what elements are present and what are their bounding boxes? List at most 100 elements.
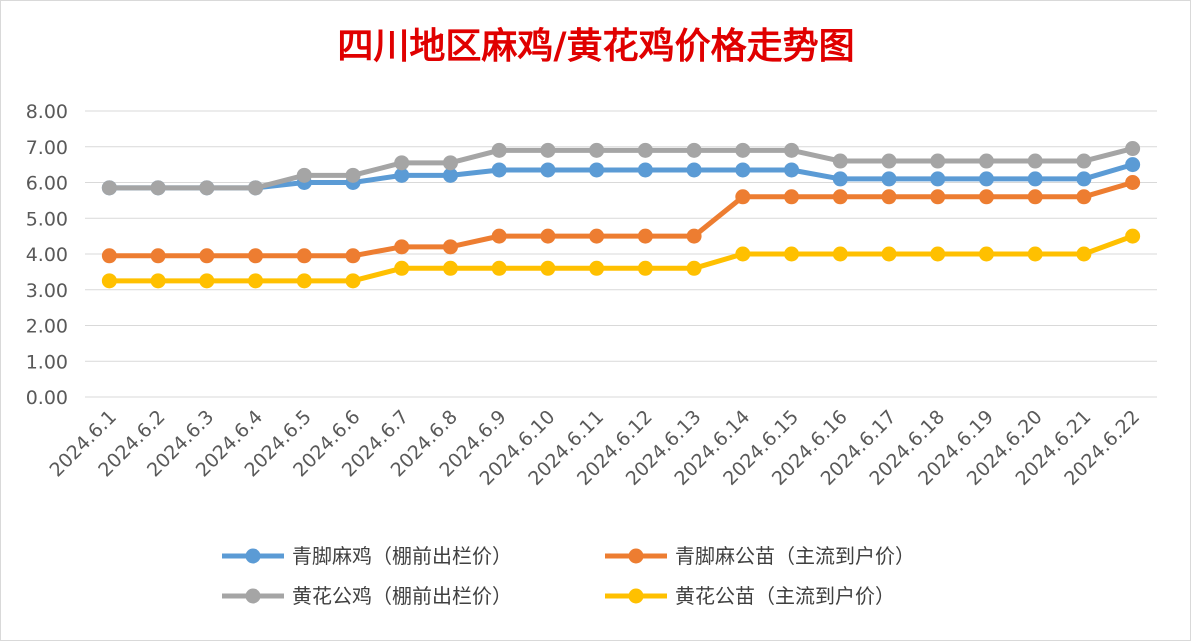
legend-item: 黄花公鸡（棚前出栏价） bbox=[222, 584, 512, 608]
data-point bbox=[296, 167, 312, 183]
data-point bbox=[735, 162, 751, 178]
data-point bbox=[881, 246, 897, 262]
data-point bbox=[248, 248, 264, 264]
data-point bbox=[1125, 175, 1141, 190]
data-point bbox=[394, 260, 410, 276]
data-point bbox=[1027, 171, 1043, 187]
data-point bbox=[978, 171, 994, 187]
data-point bbox=[442, 260, 458, 276]
chart-title: 四川地区麻鸡/黄花鸡价格走势图 bbox=[337, 25, 854, 67]
data-point bbox=[589, 142, 605, 158]
series-line bbox=[106, 146, 1136, 191]
data-point bbox=[784, 246, 800, 262]
data-point bbox=[1076, 153, 1092, 169]
data-point bbox=[150, 180, 166, 196]
data-point bbox=[248, 273, 264, 289]
data-point bbox=[637, 142, 653, 158]
data-point bbox=[686, 142, 702, 158]
data-point bbox=[150, 248, 166, 264]
data-point bbox=[930, 153, 946, 169]
y-tick-label: 2.00 bbox=[26, 316, 68, 338]
data-point bbox=[491, 228, 507, 244]
data-point bbox=[1076, 189, 1092, 205]
legend-item: 黄花公苗（主流到户价） bbox=[605, 584, 895, 608]
data-point bbox=[881, 153, 897, 169]
data-point bbox=[978, 189, 994, 205]
data-point bbox=[930, 246, 946, 262]
y-tick-label: 1.00 bbox=[26, 351, 68, 373]
legend-swatch-marker bbox=[628, 548, 644, 564]
data-point bbox=[540, 228, 556, 244]
y-tick-label: 8.00 bbox=[26, 101, 68, 123]
data-point bbox=[101, 180, 117, 196]
data-point bbox=[832, 246, 848, 262]
series-4 bbox=[101, 228, 1141, 289]
data-point bbox=[394, 239, 410, 255]
data-point bbox=[101, 248, 117, 264]
series-line bbox=[106, 180, 1136, 259]
data-point bbox=[1076, 171, 1092, 187]
y-tick-label: 7.00 bbox=[26, 137, 68, 159]
data-point bbox=[637, 162, 653, 178]
data-point bbox=[881, 189, 897, 205]
series-lines bbox=[101, 141, 1141, 289]
y-tick-label: 5.00 bbox=[26, 208, 68, 230]
data-point bbox=[199, 180, 215, 196]
data-point bbox=[540, 162, 556, 178]
data-point bbox=[540, 142, 556, 158]
data-point bbox=[345, 248, 361, 264]
data-point bbox=[248, 180, 264, 196]
legend-item: 青脚麻公苗（主流到户价） bbox=[605, 544, 915, 568]
legend-label: 青脚麻公苗（主流到户价） bbox=[675, 544, 915, 568]
gridlines bbox=[85, 110, 1157, 398]
data-point bbox=[930, 189, 946, 205]
data-point bbox=[491, 162, 507, 178]
data-point bbox=[735, 189, 751, 205]
legend-label: 青脚麻鸡（棚前出栏价） bbox=[292, 544, 512, 568]
data-point bbox=[832, 189, 848, 205]
data-point bbox=[1027, 246, 1043, 262]
legend-item: 青脚麻鸡（棚前出栏价） bbox=[222, 544, 512, 568]
series-3 bbox=[101, 141, 1141, 196]
x-axis-tick-labels: 2024.6.12024.6.22024.6.32024.6.42024.6.5… bbox=[46, 406, 1145, 490]
data-point bbox=[881, 171, 897, 187]
y-tick-label: 6.00 bbox=[26, 173, 68, 195]
data-point bbox=[930, 171, 946, 187]
legend-swatch-marker bbox=[245, 548, 261, 564]
data-point bbox=[637, 228, 653, 244]
legend-label: 黄花公苗（主流到户价） bbox=[675, 584, 895, 608]
data-point bbox=[784, 189, 800, 205]
y-tick-label: 3.00 bbox=[26, 280, 68, 302]
legend: 青脚麻鸡（棚前出栏价） 青脚麻公苗（主流到户价） 黄花公鸡（棚前出栏价） 黄花公苗（主… bbox=[222, 544, 915, 608]
data-point bbox=[1076, 246, 1092, 262]
data-point bbox=[345, 273, 361, 289]
data-point bbox=[296, 273, 312, 289]
data-point bbox=[784, 162, 800, 178]
data-point bbox=[978, 153, 994, 169]
series-2 bbox=[101, 175, 1141, 264]
y-axis-tick-labels: 0.00 1.00 2.00 3.00 4.00 5.00 6.00 7.00 8.00 bbox=[26, 101, 68, 409]
series-line bbox=[106, 162, 1136, 191]
data-point bbox=[1125, 141, 1141, 157]
data-point bbox=[637, 260, 653, 276]
data-point bbox=[442, 167, 458, 183]
legend-swatch-marker bbox=[628, 588, 644, 604]
data-point bbox=[199, 248, 215, 264]
data-point bbox=[735, 142, 751, 158]
data-point bbox=[589, 260, 605, 276]
data-point bbox=[442, 155, 458, 171]
data-point bbox=[1125, 228, 1141, 244]
legend-swatch-marker bbox=[245, 588, 261, 604]
data-point bbox=[150, 273, 166, 289]
data-point bbox=[491, 260, 507, 276]
data-point bbox=[832, 153, 848, 169]
data-point bbox=[101, 273, 117, 289]
legend-label: 黄花公鸡（棚前出栏价） bbox=[292, 584, 512, 608]
data-point bbox=[589, 228, 605, 244]
data-point bbox=[296, 248, 312, 264]
data-point bbox=[686, 260, 702, 276]
data-point bbox=[1027, 153, 1043, 169]
data-point bbox=[735, 246, 751, 262]
